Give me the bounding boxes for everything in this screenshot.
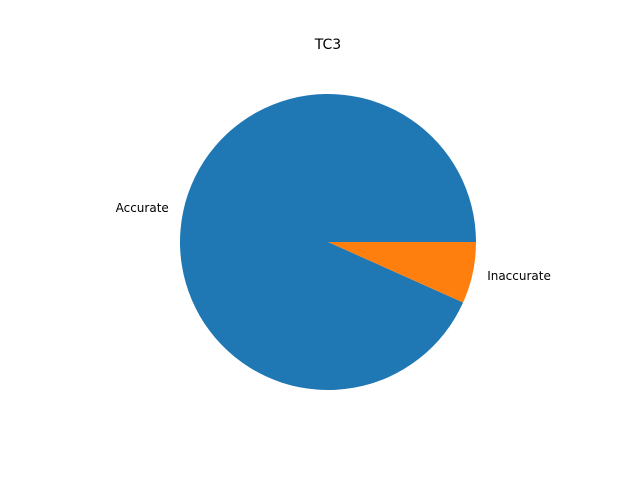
pie-label-inaccurate: Inaccurate	[487, 269, 551, 283]
pie-labels: Accurate Inaccurate	[116, 201, 551, 283]
chart-title: TC3	[314, 37, 341, 53]
pie-slice-accurate	[180, 94, 476, 391]
pie-slices	[180, 94, 476, 391]
pie-slice-inaccurate	[328, 242, 476, 303]
pie-label-accurate: Accurate	[116, 201, 169, 215]
